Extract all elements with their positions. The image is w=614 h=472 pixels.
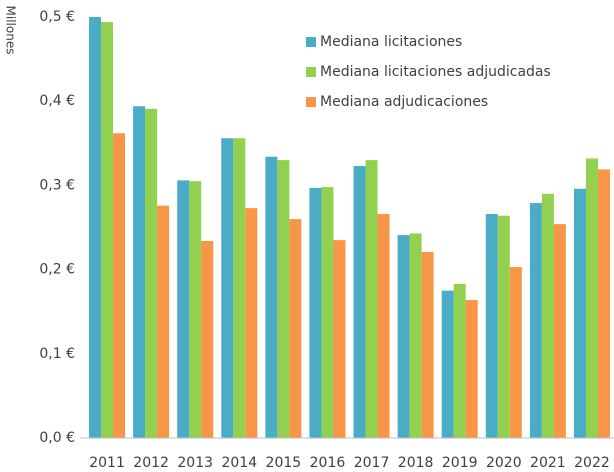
bar <box>529 203 542 438</box>
bar <box>277 160 290 438</box>
bar <box>245 208 258 438</box>
x-tick-label: 2016 <box>310 455 346 471</box>
bar <box>177 180 190 438</box>
bar <box>409 233 422 438</box>
bar <box>157 205 170 438</box>
x-tick-label: 2012 <box>133 455 169 471</box>
legend-label: Mediana licitaciones <box>320 34 462 50</box>
bar <box>309 187 322 438</box>
x-tick-label: 2022 <box>574 455 610 471</box>
legend-label: Mediana adjudicaciones <box>320 94 488 110</box>
bar <box>497 215 510 438</box>
x-tick-label: 2011 <box>89 455 125 471</box>
x-tick-label: 2015 <box>266 455 302 471</box>
bar <box>133 106 146 438</box>
bar <box>553 224 566 438</box>
bar <box>189 181 202 438</box>
bar <box>465 299 478 438</box>
bar <box>509 267 522 438</box>
bar <box>233 138 246 439</box>
bar <box>221 138 234 439</box>
bar <box>353 166 366 438</box>
x-tick-label: 2019 <box>442 455 478 471</box>
bar <box>421 251 434 438</box>
x-tick-label: 2018 <box>398 455 434 471</box>
x-tick-label: 2020 <box>486 455 522 471</box>
y-tick-label: 0,4 € <box>39 93 75 109</box>
bar <box>441 290 454 438</box>
y-tick-label: 0,1 € <box>39 346 75 362</box>
y-tick-label: 0,5 € <box>39 9 75 25</box>
y-tick-label: 0,0 € <box>39 430 75 446</box>
bar <box>585 158 598 438</box>
bar <box>265 156 278 438</box>
bar <box>113 133 126 439</box>
x-tick-label: 2017 <box>354 455 390 471</box>
legend-swatch <box>306 97 316 107</box>
legend-swatch <box>306 67 316 77</box>
bar <box>201 240 214 438</box>
bar <box>485 214 498 438</box>
legend-swatch <box>306 37 316 47</box>
bar <box>573 188 586 438</box>
bar <box>145 108 158 438</box>
y-tick-label: 0,3 € <box>39 177 75 193</box>
x-tick-label: 2014 <box>221 455 257 471</box>
bar <box>289 219 302 438</box>
x-tick-label: 2021 <box>530 455 566 471</box>
bar <box>597 169 610 439</box>
x-tick-label: 2013 <box>177 455 213 471</box>
bar <box>333 240 346 438</box>
bar <box>89 17 102 438</box>
bar <box>453 283 466 438</box>
bar <box>397 235 410 438</box>
bar <box>541 193 554 438</box>
bar <box>101 22 114 438</box>
y-tick-label: 0,2 € <box>39 262 75 278</box>
y-axis-title: Millones <box>4 6 18 55</box>
bar <box>321 187 334 438</box>
bar <box>365 160 378 438</box>
bar <box>377 214 390 438</box>
legend-label: Mediana licitaciones adjudicadas <box>320 64 551 80</box>
